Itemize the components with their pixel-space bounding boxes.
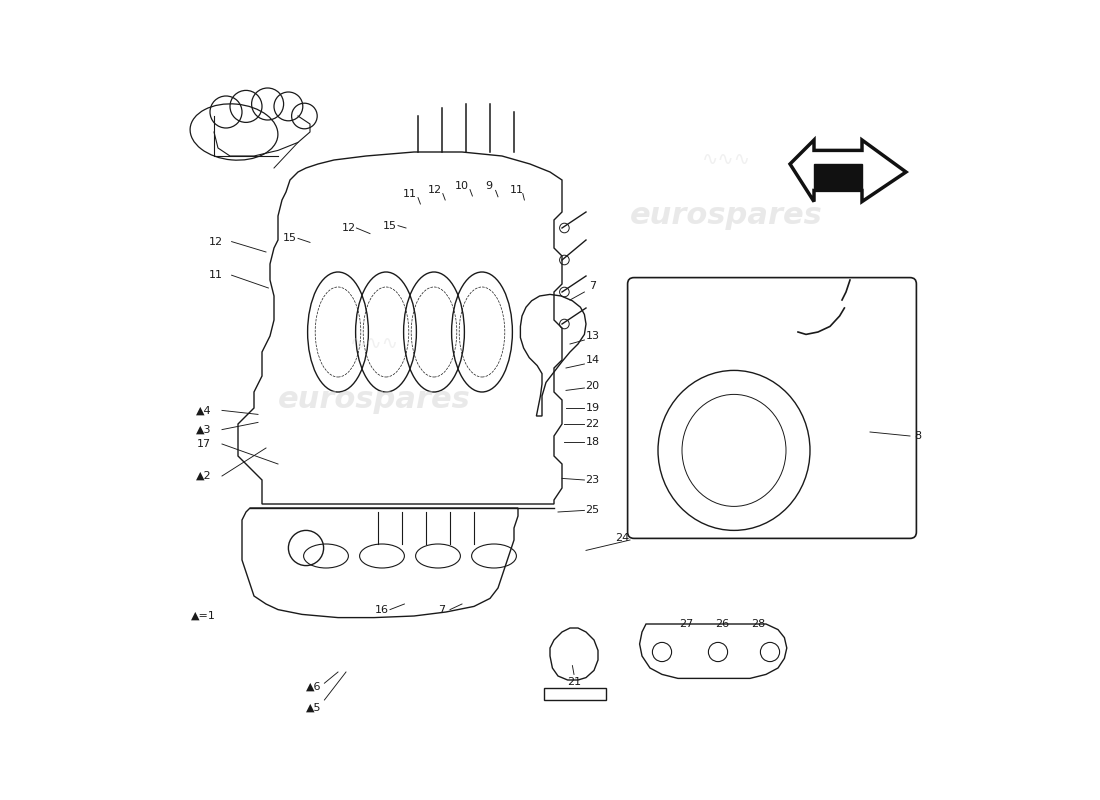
Text: 20: 20 bbox=[585, 381, 600, 390]
Text: 11: 11 bbox=[403, 189, 417, 198]
Text: 19: 19 bbox=[585, 403, 600, 413]
Text: ▲3: ▲3 bbox=[196, 425, 211, 434]
Text: 12: 12 bbox=[428, 185, 442, 194]
Text: 14: 14 bbox=[585, 355, 600, 365]
Text: 15: 15 bbox=[383, 221, 397, 230]
Text: 26: 26 bbox=[715, 619, 729, 629]
Polygon shape bbox=[814, 164, 862, 188]
Text: 9: 9 bbox=[485, 181, 493, 190]
Text: 10: 10 bbox=[455, 181, 469, 190]
Text: ▲=1: ▲=1 bbox=[191, 611, 216, 621]
Text: 16: 16 bbox=[375, 605, 389, 614]
Text: 21: 21 bbox=[566, 678, 581, 687]
Text: 23: 23 bbox=[585, 475, 600, 485]
Text: 12: 12 bbox=[341, 223, 355, 233]
Text: 22: 22 bbox=[585, 419, 600, 429]
Text: 11: 11 bbox=[209, 270, 222, 280]
Text: 8: 8 bbox=[914, 431, 922, 441]
Text: 11: 11 bbox=[509, 185, 524, 194]
Text: ▲5: ▲5 bbox=[306, 703, 321, 713]
Text: eurospares: eurospares bbox=[277, 386, 471, 414]
Text: eurospares: eurospares bbox=[629, 202, 823, 230]
Text: ∿∿∿: ∿∿∿ bbox=[702, 150, 750, 170]
Text: 13: 13 bbox=[585, 331, 600, 341]
Text: ▲2: ▲2 bbox=[196, 471, 211, 481]
Text: 7: 7 bbox=[588, 282, 596, 291]
Text: 28: 28 bbox=[751, 619, 766, 629]
Text: 17: 17 bbox=[197, 439, 211, 449]
Text: 15: 15 bbox=[283, 234, 297, 243]
Text: 25: 25 bbox=[585, 506, 600, 515]
Text: ▲4: ▲4 bbox=[196, 406, 211, 415]
Text: 12: 12 bbox=[209, 237, 222, 246]
Text: 24: 24 bbox=[615, 533, 629, 542]
Text: 27: 27 bbox=[679, 619, 693, 629]
Text: 7: 7 bbox=[439, 605, 446, 614]
Text: ▲6: ▲6 bbox=[306, 682, 321, 691]
Text: 18: 18 bbox=[585, 437, 600, 446]
Text: ∿∿∿: ∿∿∿ bbox=[350, 334, 398, 354]
